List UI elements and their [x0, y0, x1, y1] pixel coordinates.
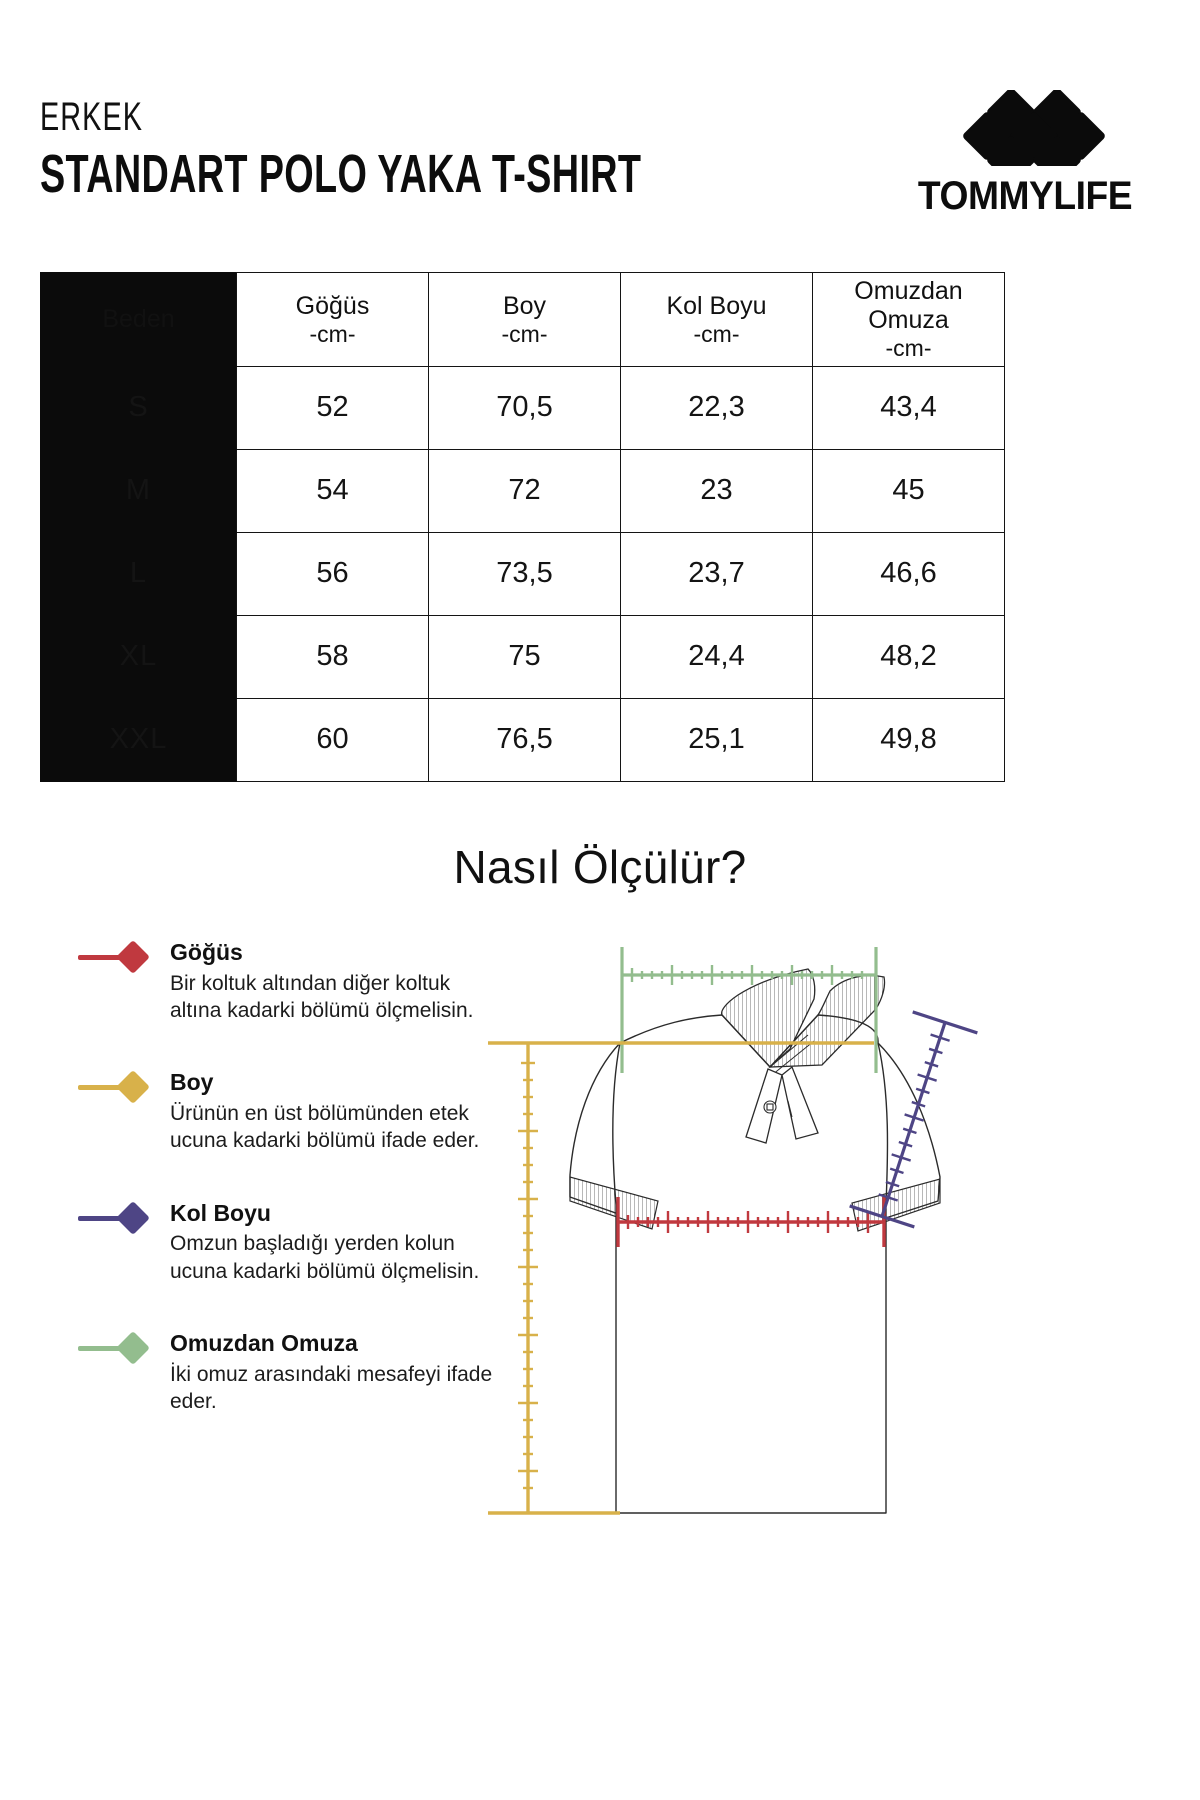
- legend-desc-kol-boyu: Omzun başladığı yerden kolun ucuna kadar…: [170, 1232, 480, 1283]
- size-table-body: S 52 70,5 22,3 43,4 M 54 72 23 45 L 56 7…: [40, 365, 1005, 782]
- legend-item-boy: Boy Ürünün en üst bölümünden etek ucuna …: [78, 1068, 498, 1154]
- cell-kol-boyu: 23,7: [620, 531, 813, 616]
- title-block: ERKEK STANDART POLO YAKA T-SHIRT: [40, 96, 899, 204]
- cell-omuzdan-omuza: 49,8: [812, 697, 1005, 782]
- page-eyebrow: ERKEK: [40, 95, 144, 139]
- cell-kol-boyu: 22,3: [620, 365, 813, 450]
- legend-desc-omuzdan-omuza: İki omuz arasındaki mesafeyi ifade eder.: [170, 1362, 493, 1414]
- legend-desc-gogus: Bir koltuk altından diğer koltuk altına …: [170, 971, 474, 1023]
- size-table: Beden Göğüs -cm- Boy -cm- Kol Boyu -cm- …: [40, 272, 1005, 782]
- table-row: L 56 73,5 23,7 46,6: [40, 531, 1005, 616]
- cell-gogus: 54: [236, 448, 429, 533]
- cell-boy: 73,5: [428, 531, 621, 616]
- column-header-boy: Boy -cm-: [428, 272, 621, 367]
- size-table-head: Beden Göğüs -cm- Boy -cm- Kol Boyu -cm- …: [40, 272, 1005, 367]
- cell-omuzdan-omuza: 43,4: [812, 365, 1005, 450]
- cell-beden: S: [40, 365, 237, 450]
- measurement-legend: Göğüs Bir koltuk altından diğer koltuk a…: [78, 938, 498, 1415]
- cell-boy: 70,5: [428, 365, 621, 450]
- legend-item-omuzdan-omuza: Omuzdan Omuza İki omuz arasındaki mesafe…: [78, 1329, 498, 1415]
- diamond-marker-icon: [78, 940, 162, 974]
- column-header-omuzdan-omuza-label: Omuzdan Omuza: [854, 277, 963, 334]
- cell-beden: L: [40, 531, 237, 616]
- legend-term-kol-boyu: Kol Boyu: [170, 1199, 271, 1226]
- diamond-marker-icon: [78, 1331, 162, 1366]
- page-header: ERKEK STANDART POLO YAKA T-SHIRT TOMMYLI…: [40, 90, 1160, 236]
- diamond-marker-icon: [78, 1070, 162, 1105]
- column-header-kol-boyu-unit: -cm-: [693, 320, 740, 347]
- howto-title: Nasıl Ölçülür?: [453, 841, 747, 893]
- table-row: M 54 72 23 45: [40, 448, 1005, 533]
- cell-gogus: 52: [236, 365, 429, 450]
- column-header-gogus-label: Göğüs: [295, 291, 370, 320]
- column-header-omuzdan-omuza: Omuzdan Omuza -cm-: [812, 272, 1005, 367]
- table-header-row: Beden Göğüs -cm- Boy -cm- Kol Boyu -cm- …: [40, 272, 1005, 367]
- diamond-marker-icon: [78, 1200, 162, 1235]
- legend-item-kol-boyu: Kol Boyu Omzun başladığı yerden kolun uc…: [78, 1199, 498, 1285]
- legend-desc-boy: Ürünün en üst bölümünden etek ucuna kada…: [170, 1102, 480, 1153]
- cell-omuzdan-omuza: 46,6: [812, 531, 1005, 616]
- cell-omuzdan-omuza: 45: [812, 448, 1005, 533]
- polo-shirt-measurement-diagram-icon: [470, 925, 1060, 1545]
- table-row: S 52 70,5 22,3 43,4: [40, 365, 1005, 450]
- legend-term-boy: Boy: [170, 1069, 214, 1096]
- cell-beden: XL: [40, 614, 237, 699]
- cell-gogus: 60: [236, 697, 429, 782]
- cell-beden: M: [40, 448, 237, 533]
- cell-boy: 76,5: [428, 697, 621, 782]
- cell-kol-boyu: 24,4: [620, 614, 813, 699]
- column-header-boy-label: Boy: [502, 291, 547, 320]
- cell-gogus: 56: [236, 531, 429, 616]
- column-header-gogus: Göğüs -cm-: [236, 272, 429, 367]
- cell-omuzdan-omuza: 48,2: [812, 614, 1005, 699]
- column-header-beden-label: Beden: [102, 304, 175, 333]
- column-header-kol-boyu-label: Kol Boyu: [666, 291, 767, 320]
- brand-logo: TOMMYLIFE: [890, 90, 1160, 219]
- legend-term-omuzdan-omuza: Omuzdan Omuza: [170, 1330, 358, 1357]
- cell-gogus: 58: [236, 614, 429, 699]
- diamond-cluster-logo-icon: [890, 90, 1160, 166]
- table-row: XXL 60 76,5 25,1 49,8: [40, 697, 1005, 782]
- legend-term-gogus: Göğüs: [170, 939, 243, 965]
- cell-boy: 75: [428, 614, 621, 699]
- column-header-kol-boyu: Kol Boyu -cm-: [620, 272, 813, 367]
- column-header-omuzdan-omuza-unit: -cm-: [885, 335, 932, 361]
- column-header-gogus-unit: -cm-: [309, 320, 356, 347]
- legend-item-gogus: Göğüs Bir koltuk altından diğer koltuk a…: [78, 938, 498, 1024]
- cell-beden: XXL: [40, 697, 237, 782]
- cell-kol-boyu: 23: [620, 448, 813, 533]
- brand-name: TOMMYLIFE: [917, 174, 1133, 218]
- column-header-beden: Beden: [40, 272, 237, 367]
- table-row: XL 58 75 24,4 48,2: [40, 614, 1005, 699]
- cell-boy: 72: [428, 448, 621, 533]
- column-header-boy-unit: -cm-: [501, 320, 548, 347]
- page-title: STANDART POLO YAKA T-SHIRT: [40, 144, 642, 204]
- cell-kol-boyu: 25,1: [620, 697, 813, 782]
